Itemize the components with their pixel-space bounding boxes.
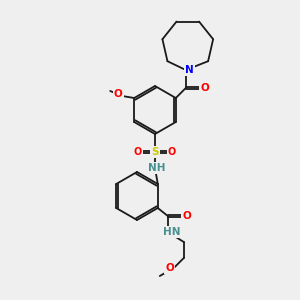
- Text: O: O: [182, 211, 191, 221]
- Text: O: O: [200, 83, 209, 93]
- Text: O: O: [165, 263, 174, 273]
- Text: NH: NH: [148, 163, 166, 173]
- Text: O: O: [134, 147, 142, 157]
- Text: O: O: [114, 89, 123, 99]
- Text: HN: HN: [163, 227, 181, 237]
- Text: S: S: [151, 147, 159, 157]
- Text: N: N: [185, 65, 194, 75]
- Text: O: O: [168, 147, 176, 157]
